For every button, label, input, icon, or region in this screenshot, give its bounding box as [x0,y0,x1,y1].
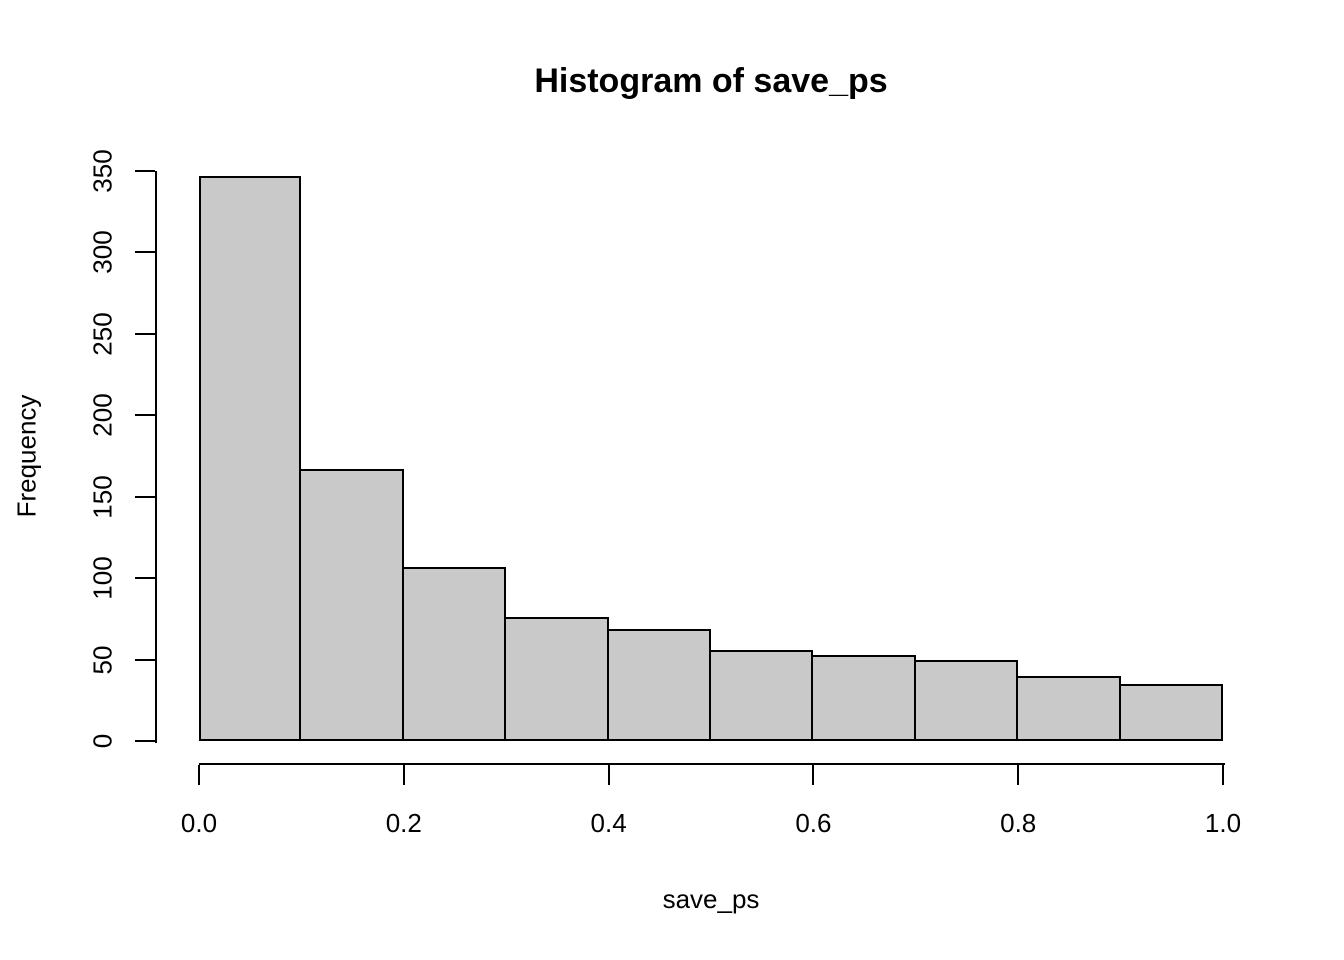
histogram-bar-2 [403,566,507,741]
y-tick [135,740,155,742]
y-tick [135,495,155,498]
histogram-bar-5 [711,649,814,741]
x-tick-label: 0.4 [590,808,627,838]
y-tick-label: 100 [87,556,118,600]
y-tick [135,414,155,417]
x-tick [607,765,610,785]
chart-title: Histogram of save_ps [534,62,888,100]
x-tick-label: 0.8 [1000,808,1037,838]
histogram-bar-8 [1018,675,1121,741]
x-tick [198,765,200,785]
histogram-bar-7 [915,659,1019,741]
x-axis-label: save_ps [662,884,760,914]
y-tick [135,658,155,661]
x-tick [402,765,405,785]
y-tick-label: 150 [87,475,118,519]
histogram-bar-3 [506,617,609,741]
y-axis-line [155,171,157,743]
y-tick-label: 200 [87,393,118,437]
y-tick [135,251,155,254]
histogram-bar-0 [199,175,302,741]
y-tick-label: 0 [87,733,118,749]
x-tick [1017,765,1020,785]
x-tick [1222,765,1224,785]
histogram-bar-4 [608,628,711,741]
y-tick [135,332,155,335]
histogram-bar-1 [301,469,404,741]
y-tick-label: 300 [87,230,118,275]
y-axis-label: Frequency [11,394,42,518]
x-tick-label: 0.2 [385,808,422,838]
y-tick [135,577,155,580]
x-tick-label: 0.0 [180,808,218,838]
y-tick-label: 50 [87,645,118,675]
histogram-bar-9 [1120,684,1223,741]
x-tick-label: 0.6 [795,808,832,838]
x-axis-line [199,763,1225,765]
y-tick [135,170,155,172]
histogram-bar-6 [813,654,916,741]
y-tick-label: 250 [87,312,118,356]
y-tick-label: 350 [87,149,118,193]
x-tick-label: 1.0 [1204,808,1242,838]
x-tick [812,765,815,785]
